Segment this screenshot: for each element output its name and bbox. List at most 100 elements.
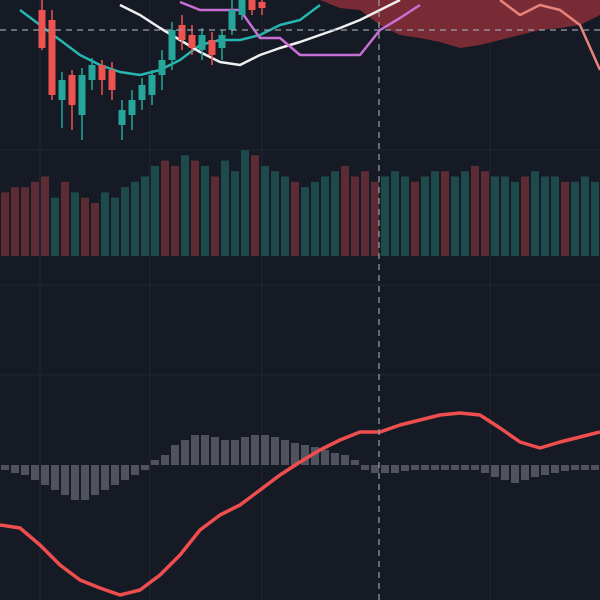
candle-body — [208, 40, 216, 55]
volume-bar — [551, 176, 559, 256]
histogram-bar — [381, 465, 389, 473]
candle-body — [118, 110, 126, 125]
volume-bar — [281, 176, 289, 256]
histogram-bar — [541, 465, 549, 475]
volume-bar — [221, 160, 229, 256]
cloud-area — [320, 0, 600, 48]
volume-bar — [421, 176, 429, 256]
histogram-bar — [231, 440, 239, 465]
volume-bar — [321, 176, 329, 256]
volume-bar — [171, 165, 179, 256]
volume-bar — [441, 171, 449, 256]
histogram-bar — [31, 465, 39, 480]
volume-bar — [291, 181, 299, 256]
volume-pane — [1, 150, 599, 256]
volume-bar — [271, 171, 279, 256]
macd-pane — [0, 411, 600, 597]
candle-body — [198, 35, 206, 50]
histogram-bar — [561, 465, 569, 471]
volume-bar — [451, 176, 459, 256]
histogram-bar — [181, 440, 189, 465]
histogram-bar — [491, 465, 499, 477]
histogram-bar — [271, 437, 279, 465]
candle-body — [58, 80, 66, 100]
volume-bar — [141, 176, 149, 256]
volume-bar — [251, 155, 259, 256]
volume-bar — [21, 187, 29, 256]
histogram-bar — [531, 465, 539, 477]
volume-bar — [381, 176, 389, 256]
histogram-bar — [321, 450, 329, 465]
volume-bar — [531, 171, 539, 256]
candle-body — [148, 75, 156, 95]
indicator-line — [119, 0, 401, 67]
histogram-bar — [261, 435, 269, 465]
candle-body — [108, 70, 116, 90]
volume-bar — [151, 165, 159, 256]
volume-bar — [71, 192, 79, 256]
volume-bar — [31, 181, 39, 256]
volume-bar — [351, 176, 359, 256]
histogram-bar — [331, 453, 339, 465]
volume-bar — [311, 181, 319, 256]
volume-bar — [471, 165, 479, 256]
volume-bar — [41, 176, 49, 256]
histogram-bar — [141, 465, 149, 470]
candle-body — [248, 0, 256, 10]
histogram-bar — [201, 435, 209, 465]
volume-bar — [461, 171, 469, 256]
candle-body — [98, 65, 106, 80]
histogram-bar — [441, 465, 449, 470]
histogram-bar — [41, 465, 49, 485]
volume-bar — [231, 171, 239, 256]
volume-bar — [261, 165, 269, 256]
histogram-bar — [521, 465, 529, 480]
candle-body — [168, 30, 176, 60]
histogram-bar — [211, 437, 219, 465]
histogram-bar — [421, 465, 429, 470]
candle-body — [128, 100, 136, 115]
volume-bar — [121, 187, 129, 256]
volume-bar — [191, 160, 199, 256]
histogram-bar — [301, 445, 309, 465]
candle-body — [38, 10, 46, 48]
volume-bar — [581, 176, 589, 256]
volume-bar — [491, 176, 499, 256]
histogram-bar — [51, 465, 59, 490]
volume-bar — [301, 187, 309, 256]
histogram-bar — [341, 455, 349, 465]
candle-body — [138, 85, 146, 100]
volume-bar — [591, 181, 599, 256]
histogram-bar — [281, 440, 289, 465]
candle-body — [68, 75, 76, 105]
histogram-bar — [131, 465, 139, 475]
volume-bar — [241, 150, 249, 256]
candle-body — [188, 35, 196, 48]
histogram-bar — [391, 465, 399, 473]
histogram-bar — [471, 465, 479, 470]
histogram-bar — [11, 465, 19, 473]
volume-bar — [331, 171, 339, 256]
histogram-bar — [351, 460, 359, 465]
volume-bar — [211, 176, 219, 256]
candle-body — [78, 75, 86, 115]
volume-bar — [91, 203, 99, 256]
volume-bar — [361, 171, 369, 256]
histogram-bar — [451, 465, 459, 470]
volume-bar — [51, 197, 59, 256]
volume-bar — [561, 181, 569, 256]
volume-bar — [371, 181, 379, 256]
volume-bar — [341, 165, 349, 256]
histogram-bar — [481, 465, 489, 473]
volume-bar — [81, 197, 89, 256]
volume-bar — [161, 160, 169, 256]
volume-bar — [401, 176, 409, 256]
volume-bar — [131, 181, 139, 256]
histogram-bar — [371, 465, 379, 473]
histogram-bar — [221, 440, 229, 465]
histogram-bar — [121, 465, 129, 480]
